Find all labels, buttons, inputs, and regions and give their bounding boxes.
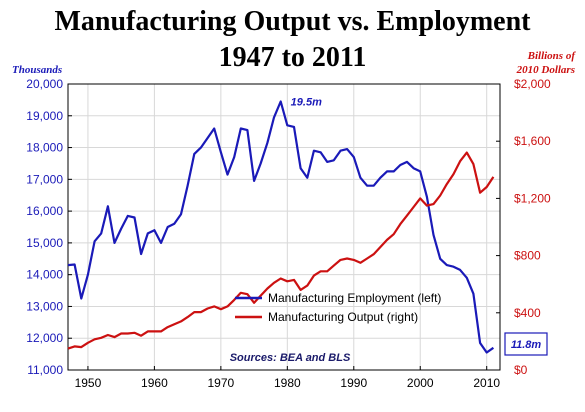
left-tick-label: 15,000 xyxy=(26,236,63,250)
x-tick-label: 2000 xyxy=(407,376,434,390)
end-annotation-box xyxy=(504,332,548,356)
x-tick-label: 1970 xyxy=(208,376,235,390)
source-note: Sources: BEA and BLS xyxy=(230,352,351,364)
left-tick-label: 13,000 xyxy=(26,299,63,313)
x-tick-label: 2010 xyxy=(473,376,500,390)
left-tick-label: 18,000 xyxy=(26,141,63,155)
left-tick-label: 16,000 xyxy=(26,204,63,218)
right-axis-unit-line-2: 2010 Dollars xyxy=(516,64,575,76)
right-tick-label: $1,200 xyxy=(514,191,551,205)
x-tick-label: 1960 xyxy=(141,376,168,390)
chart-subtitle: 1947 to 2011 xyxy=(218,42,367,73)
right-tick-label: $0 xyxy=(514,363,528,377)
plot-frame xyxy=(67,83,501,371)
output-line xyxy=(67,151,495,350)
left-axis-unit: Thousands xyxy=(12,64,63,76)
chart-title: Manufacturing Output vs. Employment xyxy=(54,6,531,37)
x-tick-label: 1990 xyxy=(340,376,367,390)
x-tick-label: 1980 xyxy=(274,376,301,390)
right-tick-label: $400 xyxy=(514,306,541,320)
right-tick-label: $2,000 xyxy=(514,77,551,91)
legend: Manufacturing Employment (left) Manufactu… xyxy=(235,291,441,324)
left-tick-label: 17,000 xyxy=(26,172,63,186)
peak-annotation: 19.5m xyxy=(291,96,322,108)
legend-label: Manufacturing Output (right) xyxy=(268,310,418,324)
left-tick-label: 14,000 xyxy=(26,268,63,282)
right-tick-label: $800 xyxy=(514,249,541,263)
left-tick-label: 12,000 xyxy=(26,331,63,345)
left-tick-label: 11,000 xyxy=(27,363,63,377)
right-tick-label: $1,600 xyxy=(514,134,551,148)
left-tick-label: 19,000 xyxy=(26,109,63,123)
left-tick-label: 20,000 xyxy=(26,77,63,91)
employment-line xyxy=(67,100,495,354)
legend-label: Manufacturing Employment (left) xyxy=(268,291,441,305)
end-annotation: 11.8m xyxy=(511,339,542,351)
right-axis-unit-line-1: Billions of xyxy=(527,50,575,62)
x-tick-label: 1950 xyxy=(75,376,102,390)
